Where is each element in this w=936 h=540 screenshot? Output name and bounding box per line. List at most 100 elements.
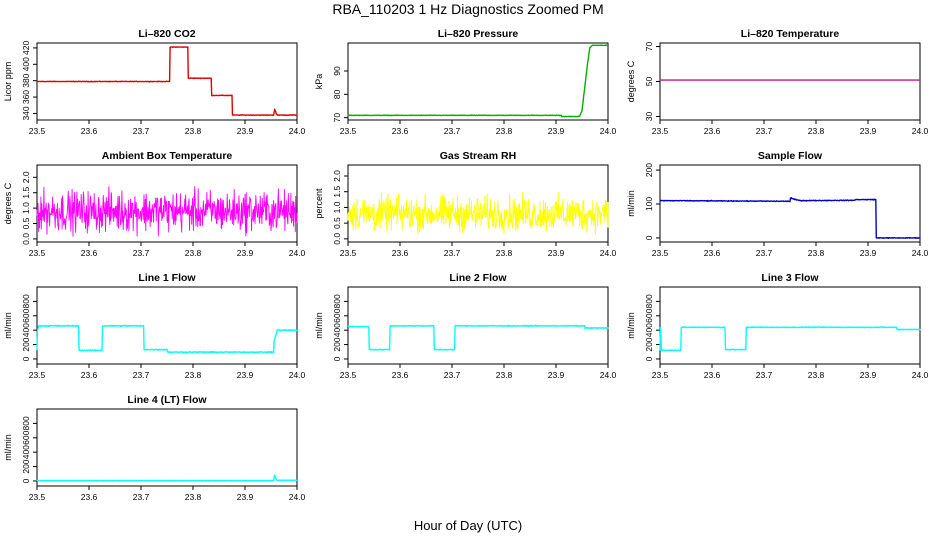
- x-tick-label: 24.0: [289, 126, 306, 136]
- x-tick-label: 23.7: [133, 370, 150, 380]
- y-tick-label: 0: [332, 356, 342, 361]
- x-tick-label: 23.9: [860, 370, 877, 380]
- y-tick-label: 200: [644, 337, 654, 351]
- x-tick-label: 23.5: [340, 126, 357, 136]
- y-tick-label: 100: [644, 197, 654, 211]
- y-tick-label: 30: [644, 112, 654, 122]
- y-axis-label: ml/min: [314, 312, 324, 339]
- x-tick-label: 23.9: [860, 248, 877, 258]
- x-tick-label: 23.6: [81, 370, 98, 380]
- x-tick-label: 23.8: [185, 248, 202, 258]
- series-line: [36, 46, 298, 117]
- x-tick-label: 23.8: [808, 248, 825, 258]
- figure-title: RBA_110203 1 Hz Diagnostics Zoomed PM: [332, 1, 604, 17]
- plot-frame: [659, 286, 921, 365]
- y-tick-label: 90: [332, 66, 342, 76]
- panel-line2-flow: Line 2 Flow ml/min 23.5 23.6 23.7 23.8 23.9 24.…: [314, 272, 617, 380]
- x-tick-label: 23.5: [29, 248, 46, 258]
- plot-frame: [659, 164, 921, 243]
- y-tick-label: 800: [21, 416, 31, 430]
- x-tick-label: 23.5: [652, 248, 669, 258]
- x-axis-title: Hour of Day (UTC): [413, 518, 523, 533]
- x-tick-label: 24.0: [600, 370, 617, 380]
- x-tick-label: 23.8: [185, 492, 202, 502]
- y-tick-label: 1.0: [21, 202, 31, 214]
- plot-frame: [659, 42, 921, 121]
- y-tick-label: 800: [21, 294, 31, 308]
- y-tick-label: 200: [21, 337, 31, 351]
- y-tick-label: 200: [644, 163, 654, 177]
- x-tick-label: 24.0: [289, 370, 306, 380]
- y-tick-label: 800: [644, 294, 654, 308]
- x-tick-label: 23.7: [756, 126, 773, 136]
- x-tick-label: 23.7: [444, 370, 461, 380]
- series-line: [36, 474, 298, 482]
- x-tick-label: 23.6: [392, 126, 409, 136]
- series-line: [347, 44, 609, 118]
- x-tick-label: 23.8: [496, 126, 513, 136]
- plot-frame: [347, 42, 609, 121]
- x-tick-label: 23.8: [185, 370, 202, 380]
- panel-ambient-box-temp: Ambient Box Temperature degrees C 23.5 23.6…: [3, 150, 306, 258]
- panel-pressure: Li–820 Pressure kPa 23.5 23.6 23.7 23.8 23.9 24…: [314, 28, 617, 136]
- x-tick-label: 23.8: [496, 248, 513, 258]
- y-tick-label: 360: [21, 90, 31, 104]
- panel-gas-stream-rh: Gas Stream RH percent 23.5 23.6 23.7 23.8 23.9…: [314, 150, 617, 258]
- x-tick-label: 23.7: [756, 248, 773, 258]
- panel-line1-flow: Line 1 Flow ml/min 23.5 23.6 23.7 23.8 23.9 24.…: [3, 272, 306, 380]
- y-tick-label: 1.5: [332, 186, 342, 198]
- panel-title: Line 2 Flow: [449, 272, 507, 284]
- y-tick-label: 400: [21, 57, 31, 71]
- x-tick-label: 23.7: [756, 370, 773, 380]
- y-tick-label: 400: [332, 323, 342, 337]
- x-tick-label: 23.7: [444, 248, 461, 258]
- x-tick-label: 23.8: [185, 126, 202, 136]
- y-axis-label: ml/min: [626, 312, 636, 339]
- y-tick-label: 400: [21, 323, 31, 337]
- x-tick-label: 23.9: [548, 248, 565, 258]
- x-tick-label: 24.0: [289, 248, 306, 258]
- x-tick-label: 24.0: [289, 492, 306, 502]
- x-tick-label: 23.9: [860, 126, 877, 136]
- x-tick-label: 23.9: [237, 126, 254, 136]
- y-tick-label: 420: [21, 41, 31, 55]
- y-tick-label: 70: [332, 113, 342, 123]
- y-tick-label: 400: [644, 323, 654, 337]
- x-tick-label: 23.5: [340, 370, 357, 380]
- x-tick-label: 24.0: [600, 248, 617, 258]
- plot-frame: [36, 164, 298, 243]
- y-axis-label: Licor ppm: [3, 62, 13, 102]
- y-tick-label: 600: [644, 308, 654, 322]
- y-tick-label: 0: [644, 235, 654, 240]
- x-tick-label: 24.0: [912, 370, 929, 380]
- x-tick-label: 24.0: [912, 126, 929, 136]
- y-tick-label: 600: [21, 308, 31, 322]
- panel-sample-flow: Sample Flow ml/min 23.5 23.6 23.7 23.8 23.9 24.…: [626, 150, 929, 258]
- y-tick-label: 0.5: [332, 217, 342, 229]
- y-tick-label: 400: [21, 445, 31, 459]
- x-tick-label: 23.6: [81, 492, 98, 502]
- series-line: [36, 186, 298, 237]
- x-tick-label: 23.9: [237, 492, 254, 502]
- y-axis-label: degrees C: [3, 182, 13, 224]
- x-tick-label: 23.8: [496, 370, 513, 380]
- panel-line4-flow: Line 4 (LT) Flow ml/min 23.5 23.6 23.7 23.8 23…: [3, 394, 306, 502]
- x-tick-label: 23.8: [808, 370, 825, 380]
- y-axis-label: degrees C: [626, 60, 636, 102]
- panel-title: Ambient Box Temperature: [102, 150, 233, 162]
- x-tick-label: 23.6: [392, 370, 409, 380]
- plot-frame: [347, 286, 609, 365]
- x-tick-label: 23.5: [340, 248, 357, 258]
- series-line: [659, 326, 921, 352]
- x-tick-label: 23.9: [237, 248, 254, 258]
- panel-temperature: Li–820 Temperature degrees C 23.5 23.6 23.7 2…: [626, 28, 929, 136]
- y-tick-label: 800: [332, 294, 342, 308]
- x-tick-label: 24.0: [912, 248, 929, 258]
- y-tick-label: 2.0: [332, 170, 342, 182]
- y-axis-label: ml/min: [3, 312, 13, 339]
- x-tick-label: 23.6: [81, 126, 98, 136]
- panel-title: Line 4 (LT) Flow: [127, 394, 207, 406]
- x-tick-label: 23.5: [652, 126, 669, 136]
